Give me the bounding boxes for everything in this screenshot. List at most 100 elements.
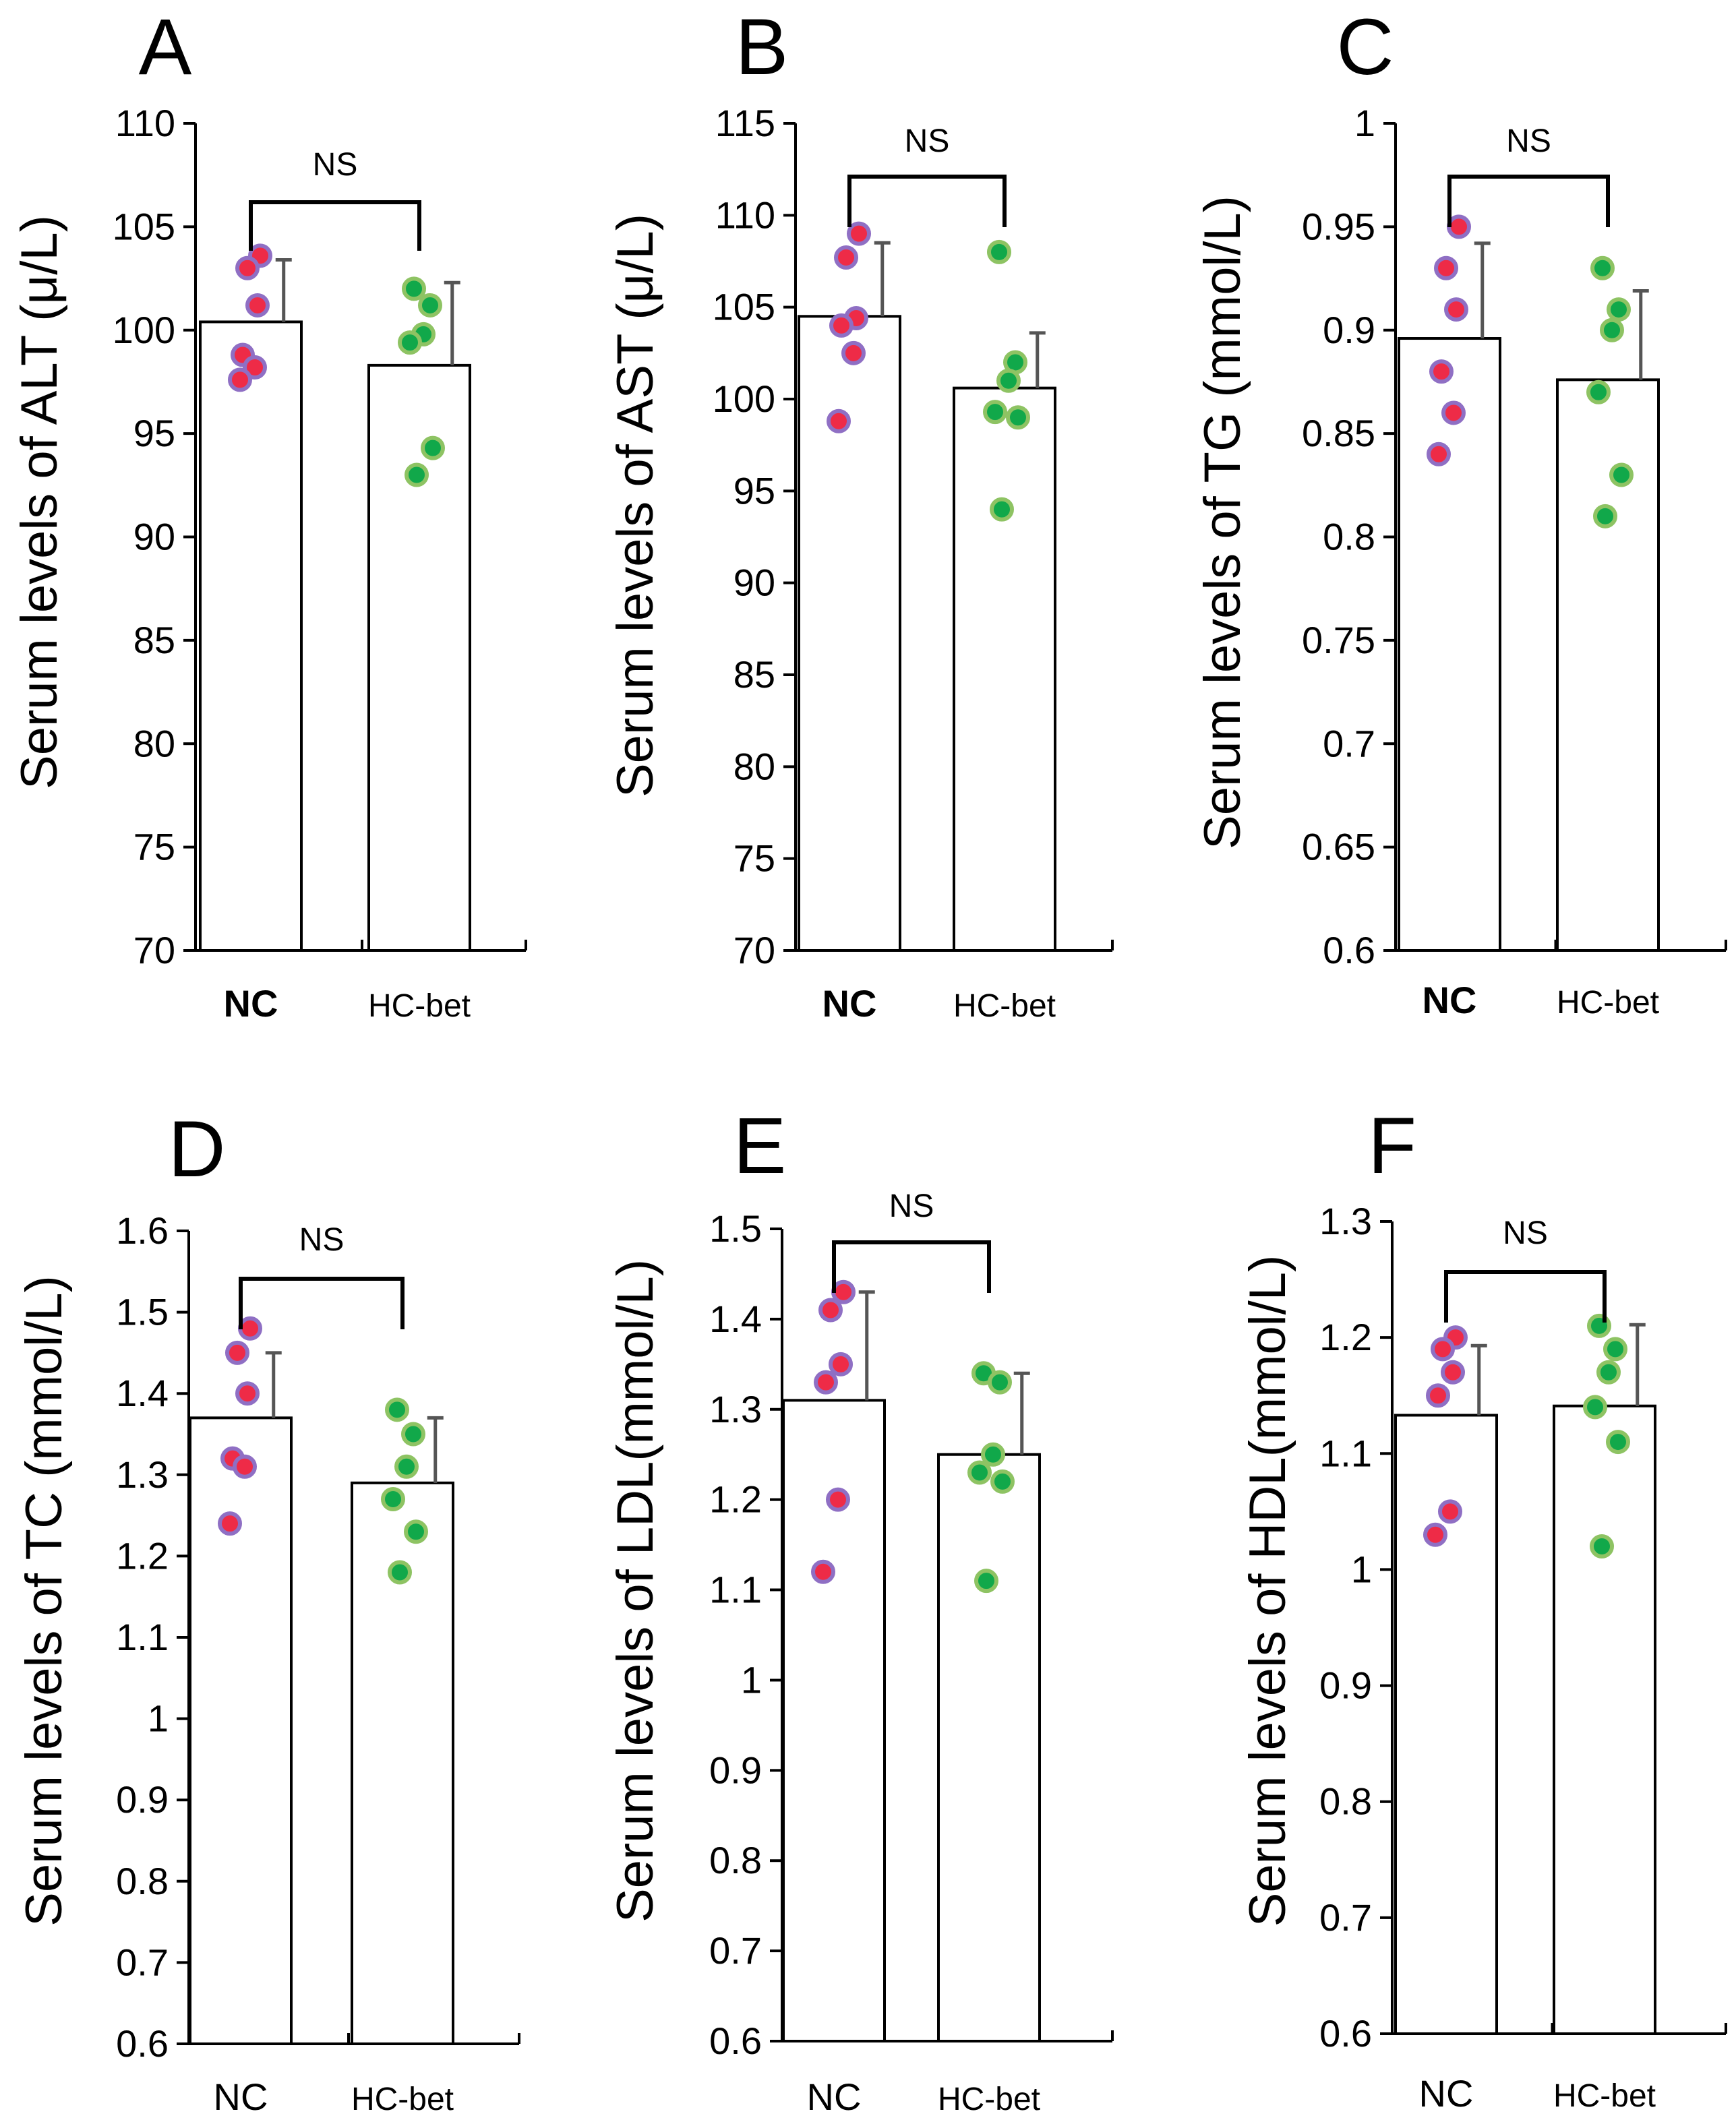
- y-tick-label: 1.3: [709, 1388, 762, 1430]
- y-tick-label: 1.4: [709, 1298, 762, 1340]
- nc-data-point: [827, 408, 851, 433]
- y-tick-label: 100: [713, 377, 775, 420]
- y-tick-label: 105: [113, 205, 175, 247]
- bar-nc: [199, 320, 303, 952]
- hc-bet-data-point: [402, 276, 426, 301]
- hc-bet-data-point: [1006, 405, 1030, 430]
- y-tick-label: 100: [113, 309, 175, 351]
- x-category-label: HC-bet: [938, 2082, 1040, 2117]
- significance-label: NS: [889, 1188, 934, 1224]
- panel-letter: B: [736, 3, 789, 92]
- y-tick-label: 1.1: [709, 1569, 762, 1611]
- hc-bet-data-point: [1609, 462, 1634, 487]
- y-tick-label: 0.65: [1302, 826, 1375, 868]
- hc-bet-data-point: [1596, 1360, 1621, 1385]
- y-tick-label: 90: [734, 562, 775, 604]
- nc-data-point: [829, 1352, 853, 1376]
- hc-bet-data-point: [974, 1569, 998, 1594]
- y-tick-label: 0.9: [1319, 1664, 1372, 1707]
- nc-data-point: [831, 1279, 856, 1304]
- significance-label: NS: [1506, 123, 1551, 159]
- panel-letter: D: [168, 1105, 225, 1194]
- panel-F: F 0.6 0.7 0.8 0.9 1 1.1 1.2 1.3 Serum levels of H…: [1239, 1101, 1727, 2115]
- significance-label: NS: [905, 123, 950, 159]
- nc-data-point: [1447, 214, 1471, 239]
- y-tick-label: 0.6: [1323, 929, 1375, 971]
- significance-bracket: [239, 1277, 405, 1329]
- nc-data-point: [826, 1487, 850, 1512]
- y-tick-label: 0.8: [1319, 1780, 1372, 1823]
- x-category-label: NC: [807, 2076, 862, 2118]
- panel-letter: F: [1368, 1101, 1416, 1190]
- y-tick-label: 0.7: [1323, 722, 1375, 764]
- nc-data-point: [1444, 297, 1468, 322]
- y-tick-label: 1.3: [116, 1453, 169, 1496]
- nc-data-point: [228, 367, 252, 392]
- x-category-label: HC-bet: [1553, 2078, 1656, 2114]
- y-tick-label: 95: [734, 469, 775, 512]
- x-category-label: NC: [822, 982, 877, 1025]
- nc-data-point: [829, 313, 854, 338]
- hc-bet-data-point: [988, 1370, 1012, 1395]
- hc-bet-data-point: [385, 1397, 409, 1422]
- hc-bet-data-point: [1606, 1430, 1630, 1455]
- hc-bet-data-point: [967, 1460, 992, 1485]
- nc-data-point: [1423, 1522, 1447, 1547]
- hc-bet-data-point: [987, 239, 1011, 264]
- panel-letter: A: [139, 3, 192, 92]
- y-tick-label: 1: [741, 1658, 762, 1701]
- hc-bet-data-point: [404, 1519, 428, 1544]
- panel-letter: C: [1336, 3, 1394, 92]
- y-tick-label: 85: [734, 653, 775, 696]
- y-tick-label: 70: [734, 929, 775, 971]
- y-tick-label: 1.2: [116, 1534, 169, 1577]
- hc-bet-data-point: [990, 1469, 1015, 1494]
- x-category-label: NC: [214, 2076, 268, 2118]
- y-tick-label: 0.8: [709, 1839, 762, 1881]
- hc-bet-data-point: [421, 435, 445, 460]
- nc-data-point: [235, 1381, 260, 1406]
- panel-B: B 70 75 80 85 90 95 100 105 110 115 Serum levels of…: [607, 3, 1114, 1025]
- nc-data-point: [245, 293, 270, 317]
- hc-bet-data-point: [1603, 1337, 1627, 1362]
- nc-data-point: [1438, 1499, 1462, 1524]
- significance-label: NS: [1503, 1215, 1548, 1251]
- y-tick-label: 80: [734, 745, 775, 787]
- nc-data-point: [1426, 1383, 1450, 1408]
- x-category-label: HC-bet: [1557, 985, 1659, 1021]
- hc-bet-data-point: [996, 368, 1021, 393]
- x-category-label: HC-bet: [953, 988, 1056, 1024]
- hc-bet-data-point: [1583, 1395, 1607, 1420]
- y-tick-label: 0.8: [116, 1860, 169, 1902]
- y-tick-label: 75: [133, 826, 175, 868]
- y-tick-label: 0.7: [709, 1929, 762, 1972]
- y-tick-label: 0.85: [1302, 412, 1375, 454]
- significance-label: NS: [313, 147, 358, 183]
- y-tick-label: 0.8: [1323, 516, 1375, 558]
- y-tick-label: 0.9: [1323, 309, 1375, 351]
- nc-data-point: [811, 1559, 835, 1584]
- panel-C: C 0.6 0.65 0.7 0.75 0.8 0.85 0.9 0.95 1 Serum leve…: [1194, 3, 1727, 1021]
- y-tick-label: 110: [715, 193, 775, 236]
- hc-bet-data-point: [1593, 504, 1617, 528]
- hc-bet-data-point: [983, 400, 1007, 425]
- y-tick-label: 1.6: [116, 1209, 169, 1252]
- y-tick-label: 1.4: [116, 1372, 169, 1414]
- hc-bet-data-point: [398, 330, 422, 355]
- bar-hc-bet: [1556, 378, 1660, 952]
- y-tick-label: 1.2: [709, 1478, 762, 1521]
- y-tick-label: 1.1: [1319, 1432, 1372, 1474]
- y-tick-label: 105: [713, 286, 775, 328]
- significance-bracket: [832, 1240, 991, 1293]
- nc-data-point: [218, 1511, 242, 1536]
- y-tick-label: 1.3: [1319, 1200, 1372, 1242]
- significance-bracket: [1447, 175, 1610, 227]
- y-tick-label: 0.6: [116, 2022, 169, 2065]
- hc-bet-data-point: [394, 1454, 419, 1479]
- x-category-label: HC-bet: [351, 2082, 454, 2117]
- hc-bet-data-point: [1607, 297, 1631, 322]
- x-category-label: HC-bet: [368, 988, 471, 1024]
- panel-E: E 0.6 0.7 0.8 0.9 1 1.1 1.2 1.3 1.4 1.5 Serum level…: [607, 1101, 1114, 2118]
- y-tick-label: 90: [133, 516, 175, 558]
- y-tick-label: 0.7: [116, 1941, 169, 1983]
